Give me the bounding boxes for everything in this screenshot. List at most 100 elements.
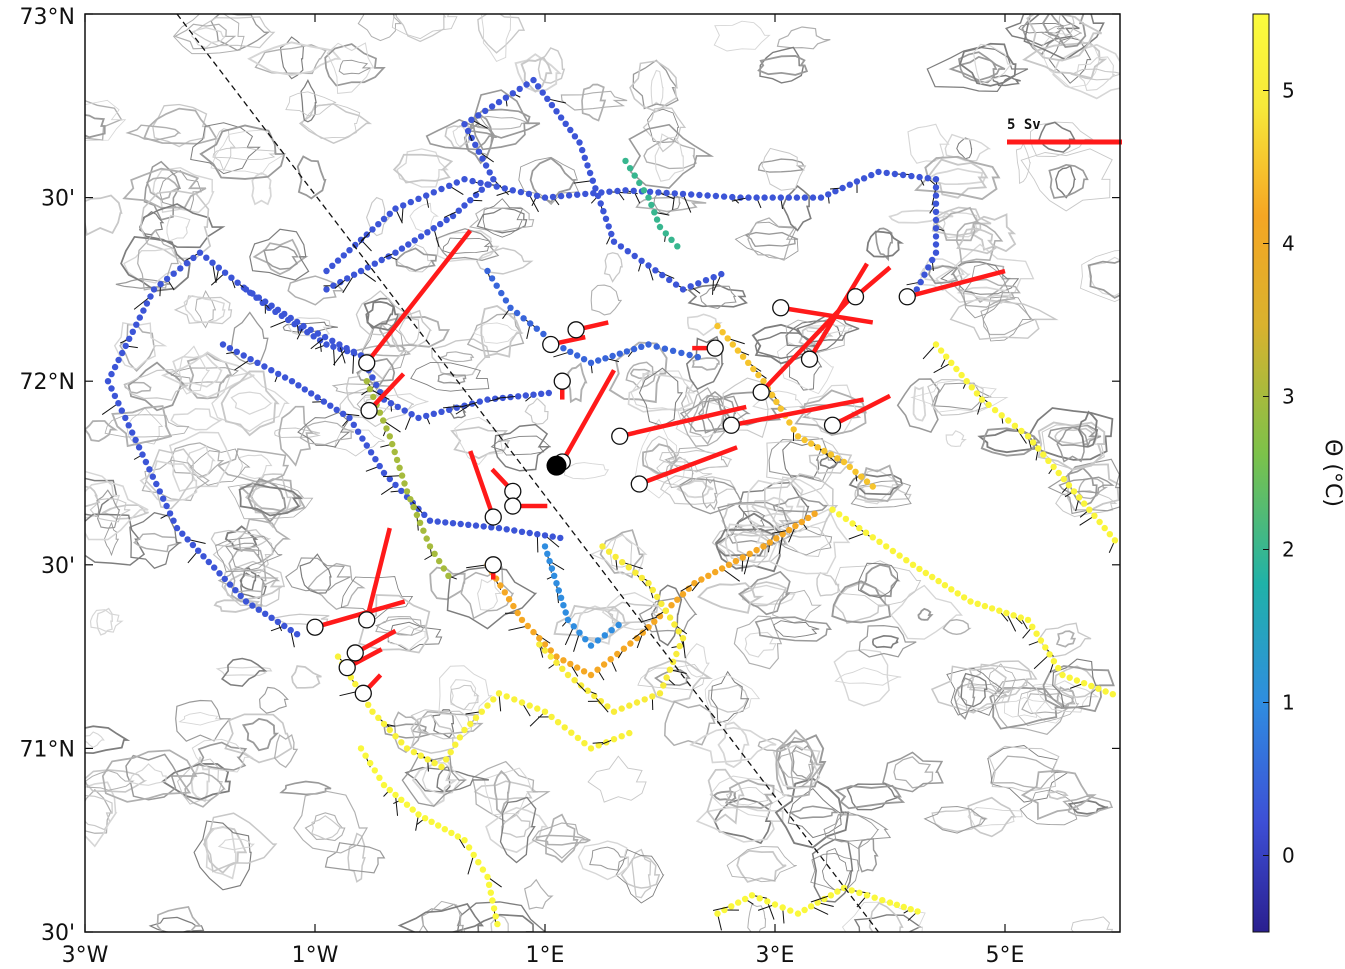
bathymetry-contour bbox=[471, 89, 530, 151]
track-point bbox=[398, 487, 405, 495]
track-point bbox=[863, 478, 871, 485]
bathymetry-contour bbox=[398, 309, 421, 345]
track-point bbox=[960, 594, 968, 601]
track-point bbox=[163, 275, 171, 283]
track-point bbox=[415, 414, 422, 422]
y-tick-label: 71°N bbox=[20, 737, 75, 762]
track-point bbox=[988, 605, 996, 612]
track-point bbox=[133, 321, 140, 328]
track-point bbox=[908, 172, 915, 180]
section-line-path bbox=[176, 14, 880, 932]
track-point bbox=[555, 587, 562, 594]
track-point bbox=[753, 546, 760, 554]
bathymetry-contour bbox=[499, 796, 537, 864]
transport-scale: 5 Sv bbox=[1007, 117, 1122, 145]
velocity-stick bbox=[395, 794, 399, 816]
track-point bbox=[610, 708, 618, 715]
bathymetry-contour bbox=[781, 185, 812, 232]
bathymetry-contour bbox=[356, 357, 396, 391]
velocity-stick bbox=[529, 711, 546, 727]
y-tick-label: 30' bbox=[41, 921, 75, 946]
transport-vector bbox=[314, 599, 406, 630]
bathymetry-contour bbox=[411, 711, 484, 735]
bathymetry-contour bbox=[199, 124, 286, 180]
bathymetry-contour bbox=[628, 123, 715, 189]
track-point bbox=[255, 606, 262, 613]
station-marker bbox=[611, 427, 629, 445]
track-point bbox=[929, 573, 936, 581]
bathymetry-contour bbox=[1056, 686, 1076, 708]
track-point bbox=[215, 264, 222, 271]
track-point bbox=[632, 569, 639, 576]
track-point bbox=[638, 574, 646, 582]
track-point bbox=[602, 215, 610, 222]
track-point bbox=[136, 314, 143, 321]
track-point bbox=[630, 345, 638, 353]
track-point bbox=[696, 191, 703, 199]
velocity-stick bbox=[352, 351, 355, 374]
bathymetry-contour bbox=[392, 153, 454, 184]
track-point bbox=[122, 342, 129, 350]
track-point bbox=[391, 448, 398, 456]
plot-area: 5 Sv 3°W 1°W 1°E 3°E 5°E 73°N30'72°N30'71°N3… bbox=[20, 5, 1122, 968]
bathymetry-contour bbox=[706, 768, 745, 825]
bathymetry-contour bbox=[401, 755, 467, 807]
track-point bbox=[756, 895, 763, 902]
track-point bbox=[691, 580, 698, 587]
track-point bbox=[932, 225, 940, 232]
track-point bbox=[196, 249, 204, 256]
track-point bbox=[750, 365, 757, 373]
x-tick-label: 3°E bbox=[756, 943, 795, 968]
bathymetry-contour bbox=[326, 42, 375, 94]
track-point bbox=[559, 665, 566, 672]
track-point bbox=[490, 696, 497, 703]
bathymetry-contour bbox=[122, 167, 207, 209]
track-point bbox=[626, 729, 633, 737]
bathymetry-contour bbox=[1029, 121, 1094, 157]
track-point bbox=[426, 517, 434, 524]
bathymetry-contour bbox=[772, 476, 834, 533]
track-point bbox=[553, 108, 560, 115]
track-point bbox=[487, 889, 494, 896]
bathymetry-contour bbox=[766, 435, 845, 496]
track-point bbox=[423, 192, 430, 199]
track-point bbox=[666, 666, 674, 673]
track-point bbox=[760, 378, 767, 385]
track-point bbox=[571, 677, 578, 684]
track-point bbox=[794, 433, 802, 440]
bathymetry-contour bbox=[834, 667, 902, 686]
colorbar-tick-label: 4 bbox=[1282, 232, 1295, 256]
track-point bbox=[624, 248, 631, 255]
track-point bbox=[337, 278, 344, 286]
bathymetry-contour bbox=[173, 295, 233, 325]
track-point bbox=[1101, 524, 1108, 532]
bathymetry-contour bbox=[290, 665, 322, 689]
velocity-stick bbox=[333, 347, 348, 366]
track-point bbox=[856, 524, 863, 532]
track-point bbox=[364, 264, 372, 271]
track-point bbox=[122, 414, 129, 422]
track-point bbox=[666, 276, 673, 284]
track-point bbox=[805, 514, 812, 522]
bathymetry-contour bbox=[687, 313, 723, 337]
track-point bbox=[853, 178, 861, 185]
bathymetry-contour bbox=[85, 481, 149, 541]
track-point bbox=[383, 425, 390, 432]
bathymetry-contour bbox=[629, 368, 651, 380]
bathymetry-contour bbox=[627, 372, 695, 413]
track-point bbox=[735, 899, 742, 906]
transport-vector bbox=[619, 404, 747, 439]
bathymetry-contour bbox=[774, 777, 850, 849]
station-marker bbox=[504, 482, 522, 501]
bathymetry-contour bbox=[737, 570, 791, 616]
bathymetry-contour bbox=[811, 838, 854, 903]
track-point bbox=[104, 378, 112, 385]
bathymetry-contour bbox=[910, 379, 1009, 413]
bathymetry-contour bbox=[192, 16, 276, 49]
track-point bbox=[1073, 677, 1081, 684]
track-point bbox=[490, 176, 497, 183]
bathymetry-contour bbox=[215, 666, 273, 677]
track-point bbox=[200, 553, 207, 560]
bathymetry-contour bbox=[85, 99, 127, 141]
track-point bbox=[798, 518, 805, 526]
